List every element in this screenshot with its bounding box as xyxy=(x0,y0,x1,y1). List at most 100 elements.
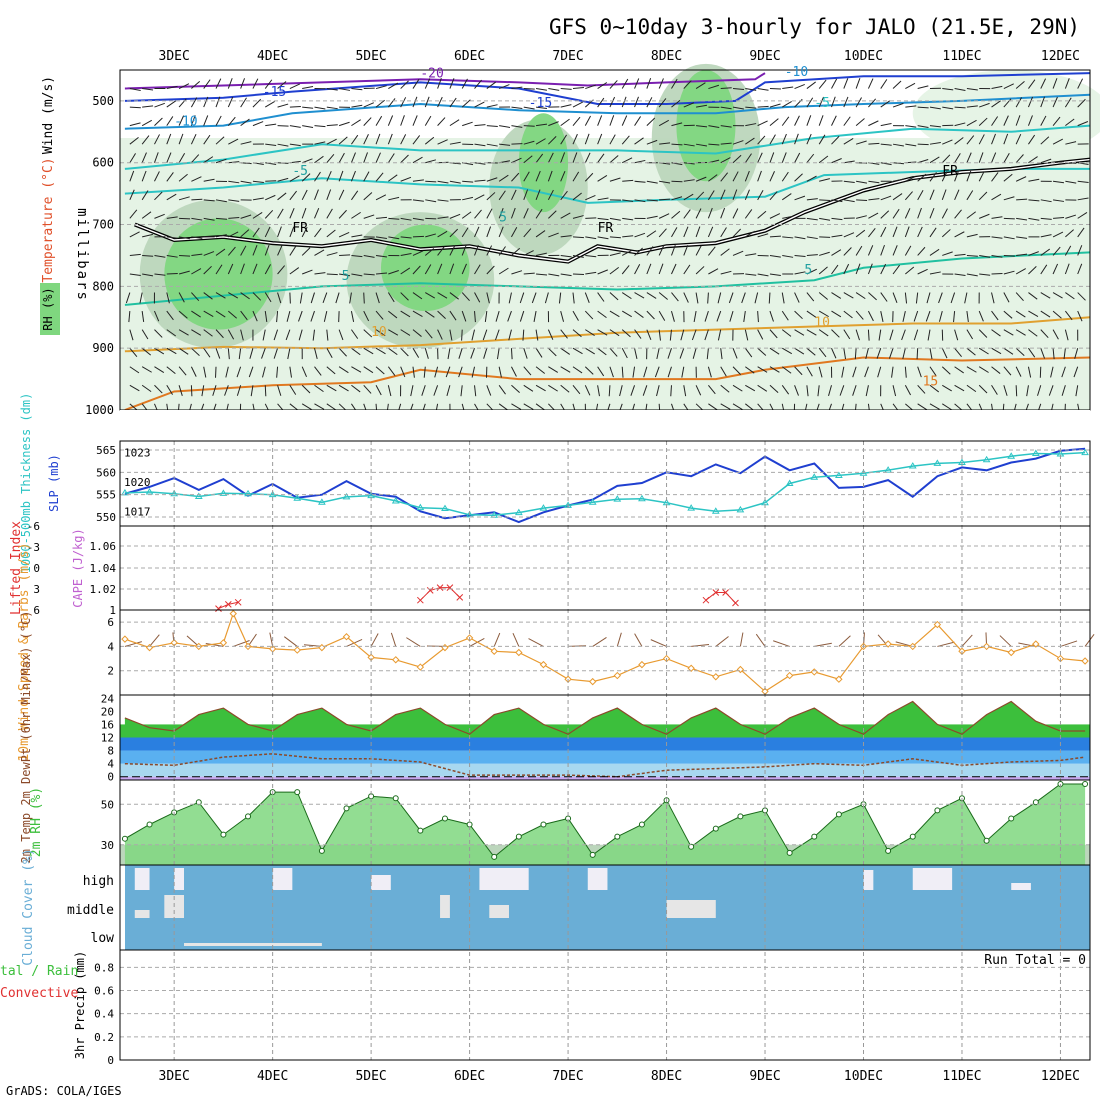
wind-barb xyxy=(683,80,692,89)
lifted-index-marker xyxy=(436,584,444,591)
wind-barb xyxy=(349,292,352,304)
wind-barb xyxy=(831,158,842,164)
wind-barb xyxy=(917,207,922,219)
wind-barb xyxy=(679,348,685,359)
wind-barb xyxy=(1028,178,1040,182)
wind-barb xyxy=(363,214,375,219)
wind-barb xyxy=(387,133,393,145)
wind-barb xyxy=(634,78,640,89)
contour-label: 10 xyxy=(371,325,387,340)
wind-barb xyxy=(1037,385,1042,396)
wind-barb xyxy=(966,152,972,163)
wind-barb xyxy=(388,174,398,182)
isotherm-line xyxy=(124,72,766,90)
wind-barb xyxy=(757,170,762,182)
wind-barb xyxy=(1052,246,1061,256)
wind-barb xyxy=(535,88,548,91)
wind-barb xyxy=(818,79,827,89)
rh-area xyxy=(124,784,1086,865)
wind-barb xyxy=(572,347,583,355)
wind-barb xyxy=(1028,156,1038,164)
wind-barb xyxy=(966,88,978,91)
wind-barb xyxy=(289,245,297,256)
wind-barb xyxy=(474,226,480,238)
wind-barb xyxy=(794,385,799,396)
wind-barb xyxy=(646,329,652,341)
wind-barb xyxy=(991,133,996,145)
wind-barb xyxy=(916,348,919,360)
upper-air-contours xyxy=(124,72,1091,411)
wind-barb xyxy=(671,227,678,238)
wind-barb xyxy=(966,190,974,201)
wind-barb xyxy=(708,268,719,275)
wind-barb xyxy=(203,251,215,256)
wind-barb xyxy=(1050,366,1054,378)
wind-barb xyxy=(929,207,935,219)
wind-barb xyxy=(548,384,558,392)
thickness-marker xyxy=(170,489,179,497)
wind-barb xyxy=(646,292,657,299)
wind-barb xyxy=(129,122,141,127)
thickness-marker xyxy=(687,504,696,511)
wind-barb xyxy=(141,119,153,127)
wind-barb xyxy=(203,115,209,126)
wind-barb xyxy=(941,208,948,219)
lifted-index-tick-label: 3 xyxy=(33,583,40,596)
wind-barb xyxy=(178,173,188,182)
wind-barb xyxy=(424,348,429,359)
wind-barb xyxy=(597,153,605,164)
wind-barb xyxy=(511,157,522,164)
wind-barb xyxy=(228,161,240,164)
wind-barb xyxy=(1003,270,1015,275)
wind-barb xyxy=(843,232,855,238)
wind-barb xyxy=(178,98,187,108)
wind-barb xyxy=(474,179,486,182)
wind-barb xyxy=(437,263,443,275)
wind-barb xyxy=(240,263,245,275)
wind-barb xyxy=(864,366,869,378)
wind-barb xyxy=(584,133,590,145)
wind-barb xyxy=(1027,366,1032,378)
wind-barb xyxy=(732,347,738,359)
wind-barb xyxy=(1052,263,1059,275)
wind-barb xyxy=(954,106,966,109)
wind-barb xyxy=(166,236,178,239)
wind-barb xyxy=(585,236,597,240)
wind-barb xyxy=(203,329,213,337)
cloud-patch xyxy=(134,868,150,890)
wind-barb xyxy=(363,292,365,304)
wind-barb xyxy=(868,98,877,108)
wind-barb xyxy=(523,384,534,392)
wind-barb xyxy=(925,310,931,322)
surface-wind-barb xyxy=(838,635,851,647)
wind-barb xyxy=(437,78,442,89)
surface-wind-barb xyxy=(592,637,607,647)
wind-barb xyxy=(695,245,702,256)
wind-tick-label: 2 xyxy=(107,665,114,678)
wind-barb xyxy=(227,246,236,256)
wind-barb xyxy=(560,212,571,219)
wind-barb xyxy=(203,134,211,145)
cape-ylabel: CAPE (J/kg) xyxy=(71,528,85,607)
wind-barb xyxy=(769,366,780,373)
wind-barb xyxy=(1040,264,1048,275)
wind-barb xyxy=(449,292,459,300)
wind-barb xyxy=(954,273,966,277)
wind-speed-marker xyxy=(229,609,237,618)
wind-barb xyxy=(350,152,356,163)
rh-marker xyxy=(318,847,325,854)
cape-tick-label: 1 xyxy=(109,604,116,617)
wind-barb xyxy=(289,125,301,128)
wind-barb xyxy=(942,403,952,411)
wind-barb xyxy=(717,292,722,304)
wind-barb xyxy=(1040,248,1051,256)
rh-marker xyxy=(1008,815,1015,822)
wind-barb xyxy=(806,153,815,164)
wind-speed-marker xyxy=(293,646,301,654)
wind-barb xyxy=(757,210,767,219)
wind-barb xyxy=(621,115,628,126)
wind-speed-marker xyxy=(539,660,548,669)
wind-barb xyxy=(597,385,600,397)
wind-barb xyxy=(941,366,951,375)
wind-barb xyxy=(437,292,448,299)
